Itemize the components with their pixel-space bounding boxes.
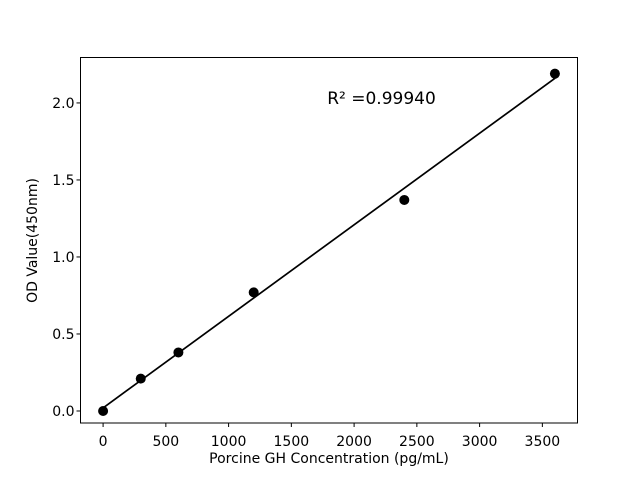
y-tick-label: 0.5 (52, 327, 74, 343)
plot-area-border (80, 57, 578, 424)
x-axis-label: Porcine GH Concentration (pg/mL) (209, 451, 449, 467)
x-tick-label: 1500 (274, 434, 310, 450)
y-tick-label: 1.5 (52, 173, 74, 189)
r-squared-annotation: R² =0.99940 (327, 89, 436, 109)
data-point (549, 68, 560, 79)
x-tick-label: 2500 (399, 434, 435, 450)
x-tick-label: 2000 (336, 434, 372, 450)
x-tick-label: 3000 (462, 434, 498, 450)
data-point (399, 194, 410, 205)
data-point (173, 347, 184, 358)
x-tick-label: 1000 (211, 434, 247, 450)
regression-line (102, 77, 556, 409)
y-tick-label: 0.0 (52, 404, 74, 420)
y-axis-ticks: 0.0 0.5 1.0 1.5 2.0 (52, 96, 81, 420)
x-tick-label: 500 (152, 434, 179, 450)
y-axis-label: OD Value(450nm) (25, 178, 41, 303)
x-axis-ticks: 0 500 1000 1500 2000 2500 3000 3500 (99, 423, 561, 450)
x-tick-label: 3500 (525, 434, 561, 450)
data-point (98, 405, 109, 416)
data-point (248, 287, 259, 298)
y-tick-label: 2.0 (52, 96, 74, 112)
data-points (98, 68, 560, 416)
y-tick-label: 1.0 (52, 250, 74, 266)
x-tick-label: 0 (99, 434, 108, 450)
data-point (135, 373, 146, 384)
